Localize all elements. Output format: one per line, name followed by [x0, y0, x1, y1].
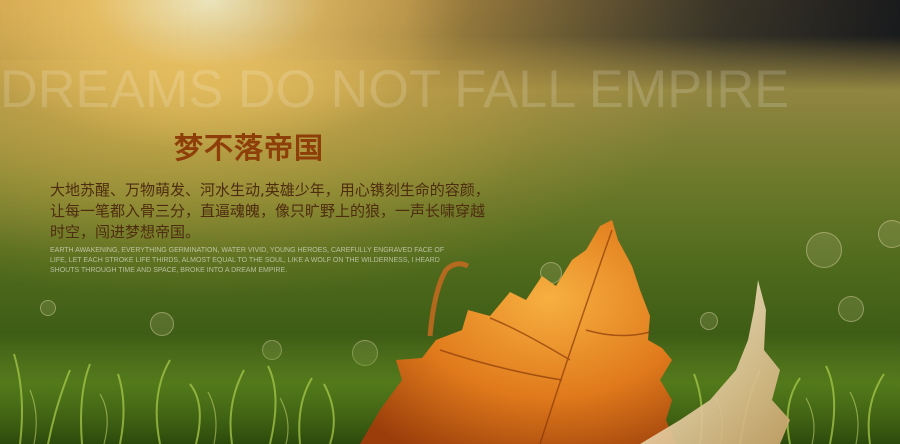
- maple-leaf: [360, 220, 676, 444]
- english-paragraph-line: LIFE, LET EACH STROKE LIFE THIRDS, ALMOS…: [50, 257, 440, 264]
- english-paragraph-line: EARTH AWAKENING, EVERYTHING GERMINATION,…: [50, 247, 445, 254]
- background-watermark-title: DREAMS DO NOT FALL EMPIRE: [0, 60, 790, 119]
- bokeh-light: [40, 300, 56, 316]
- english-paragraph: EARTH AWAKENING, EVERYTHING GERMINATION,…: [50, 246, 530, 276]
- english-paragraph-line: SHOUTS THROUGH TIME AND SPACE, BROKE INT…: [50, 267, 288, 274]
- bokeh-light: [150, 312, 174, 336]
- banner-heading: 梦不落帝国: [174, 131, 325, 165]
- chinese-paragraph: 大地苏醒、万物萌发、河水生动,英雄少年，用心镌刻生命的容颜， 让每一笔都入骨三分…: [50, 180, 540, 243]
- bokeh-light: [700, 312, 718, 330]
- pale-leaf: [640, 280, 790, 444]
- sun-haze: [0, 60, 900, 280]
- bokeh-light: [838, 296, 864, 322]
- chinese-paragraph-line: 让每一笔都入骨三分，直逼魂魄，像只旷野上的狼，一声长啸穿越: [50, 202, 486, 220]
- chinese-paragraph-line: 时空，闯进梦想帝国。: [50, 223, 201, 241]
- sky-shadow: [0, 0, 900, 90]
- chinese-paragraph-line: 大地苏醒、万物萌发、河水生动,英雄少年，用心镌刻生命的容颜，: [50, 181, 490, 199]
- bokeh-light: [878, 220, 900, 248]
- bokeh-light: [806, 232, 842, 268]
